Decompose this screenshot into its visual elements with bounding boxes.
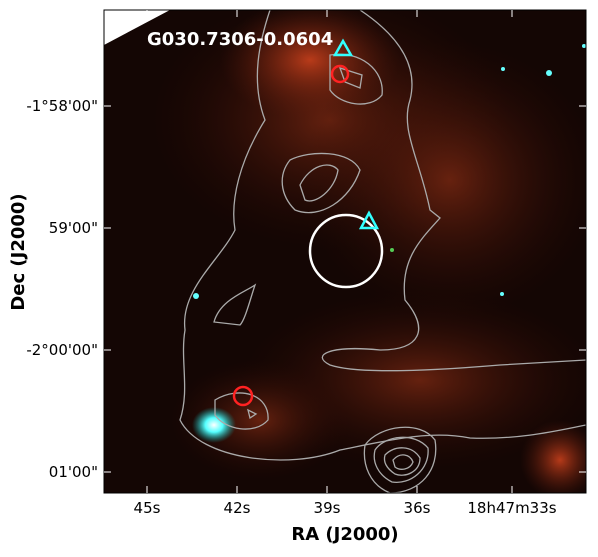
- x-tick-label: 39s: [314, 499, 341, 517]
- y-tick-label: 01'00": [49, 463, 98, 481]
- y-axis-label: Dec (J2000): [8, 193, 29, 310]
- figure-title: G030.7306-0.0604: [147, 29, 333, 50]
- x-tick-label: 18h47m33s: [467, 499, 556, 517]
- plot-frame: [103, 9, 587, 494]
- y-tick-label: -2°00'00": [26, 341, 98, 359]
- sky-image: [104, 10, 586, 493]
- x-axis-label: RA (J2000): [291, 524, 398, 545]
- x-tick-label: 42s: [224, 499, 251, 517]
- y-tick-label: 59'00": [49, 219, 98, 237]
- x-tick-label: 45s: [134, 499, 161, 517]
- x-tick-label: 36s: [404, 499, 431, 517]
- axis-ticks: 45s 42s 39s 36s 18h47m33s -1°58'00" 59'00" -2°0…: [26, 10, 586, 517]
- y-tick-label: -1°58'00": [26, 97, 98, 115]
